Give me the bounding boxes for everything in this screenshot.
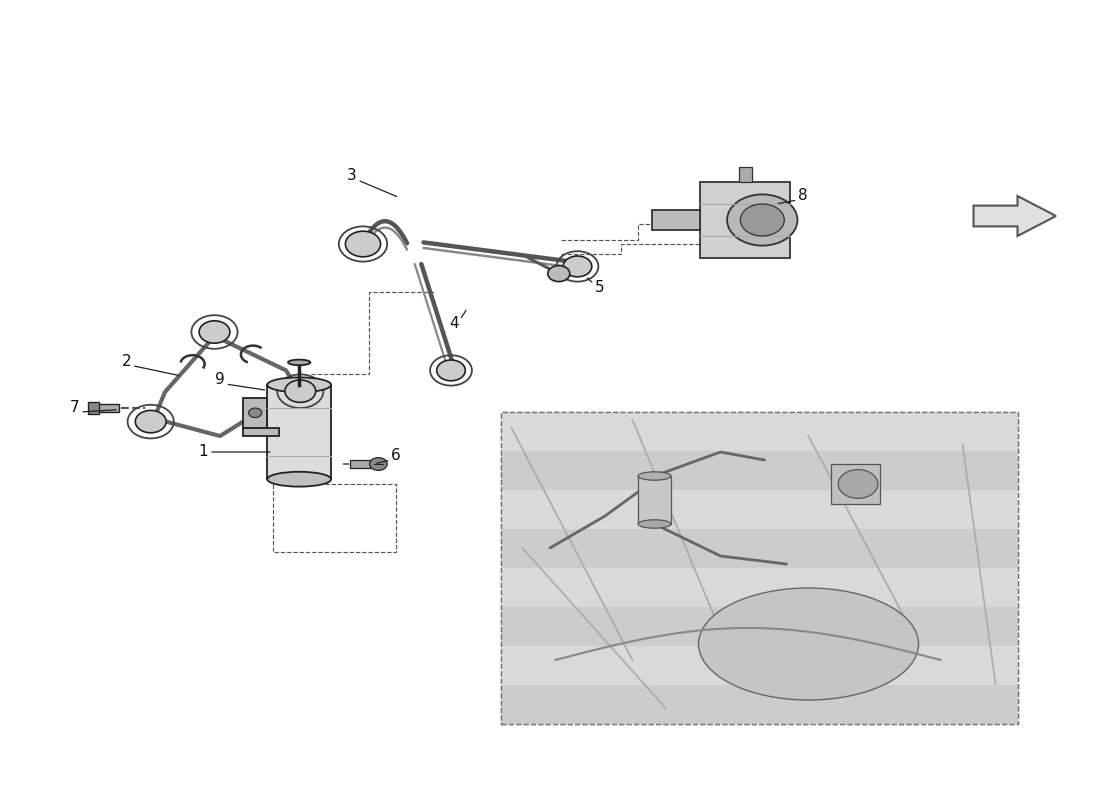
Bar (500, 412, 1018, 451)
Bar (500, 529, 1018, 568)
Ellipse shape (638, 472, 671, 480)
Text: 4: 4 (450, 317, 459, 331)
Ellipse shape (638, 520, 671, 528)
Circle shape (563, 256, 592, 277)
Bar (500, 607, 1018, 646)
Bar (500, 412, 1018, 724)
Bar (652, 210, 700, 230)
Circle shape (345, 231, 381, 257)
Bar (88, 402, 99, 414)
Circle shape (548, 266, 570, 282)
Bar (500, 685, 1018, 724)
Polygon shape (974, 196, 1056, 236)
Text: 7: 7 (70, 401, 79, 415)
Ellipse shape (698, 588, 918, 700)
Ellipse shape (267, 472, 331, 486)
Circle shape (437, 360, 465, 381)
Circle shape (838, 470, 878, 498)
Bar (500, 568, 1018, 607)
Bar (243, 428, 279, 436)
Circle shape (199, 321, 230, 343)
Circle shape (249, 408, 262, 418)
Text: 2: 2 (122, 354, 131, 369)
Circle shape (370, 458, 387, 470)
Circle shape (135, 410, 166, 433)
Bar (500, 412, 1018, 724)
Bar (267, 385, 331, 479)
Text: 8: 8 (799, 189, 807, 203)
Circle shape (727, 194, 798, 246)
Text: 3: 3 (348, 169, 356, 183)
Bar (500, 490, 1018, 529)
Circle shape (740, 204, 784, 236)
Text: 1: 1 (199, 445, 208, 459)
Bar (500, 646, 1018, 685)
Bar (638, 476, 671, 524)
Bar (500, 451, 1018, 490)
Bar (700, 182, 790, 258)
Ellipse shape (267, 378, 331, 392)
Text: 9: 9 (216, 373, 224, 387)
Ellipse shape (288, 360, 310, 365)
Bar (97, 404, 119, 412)
Bar (739, 167, 752, 182)
Bar (830, 464, 880, 504)
Bar (243, 398, 267, 428)
Circle shape (285, 380, 316, 402)
Text: 6: 6 (392, 449, 400, 463)
Bar (350, 460, 372, 468)
Text: 5: 5 (595, 281, 604, 295)
